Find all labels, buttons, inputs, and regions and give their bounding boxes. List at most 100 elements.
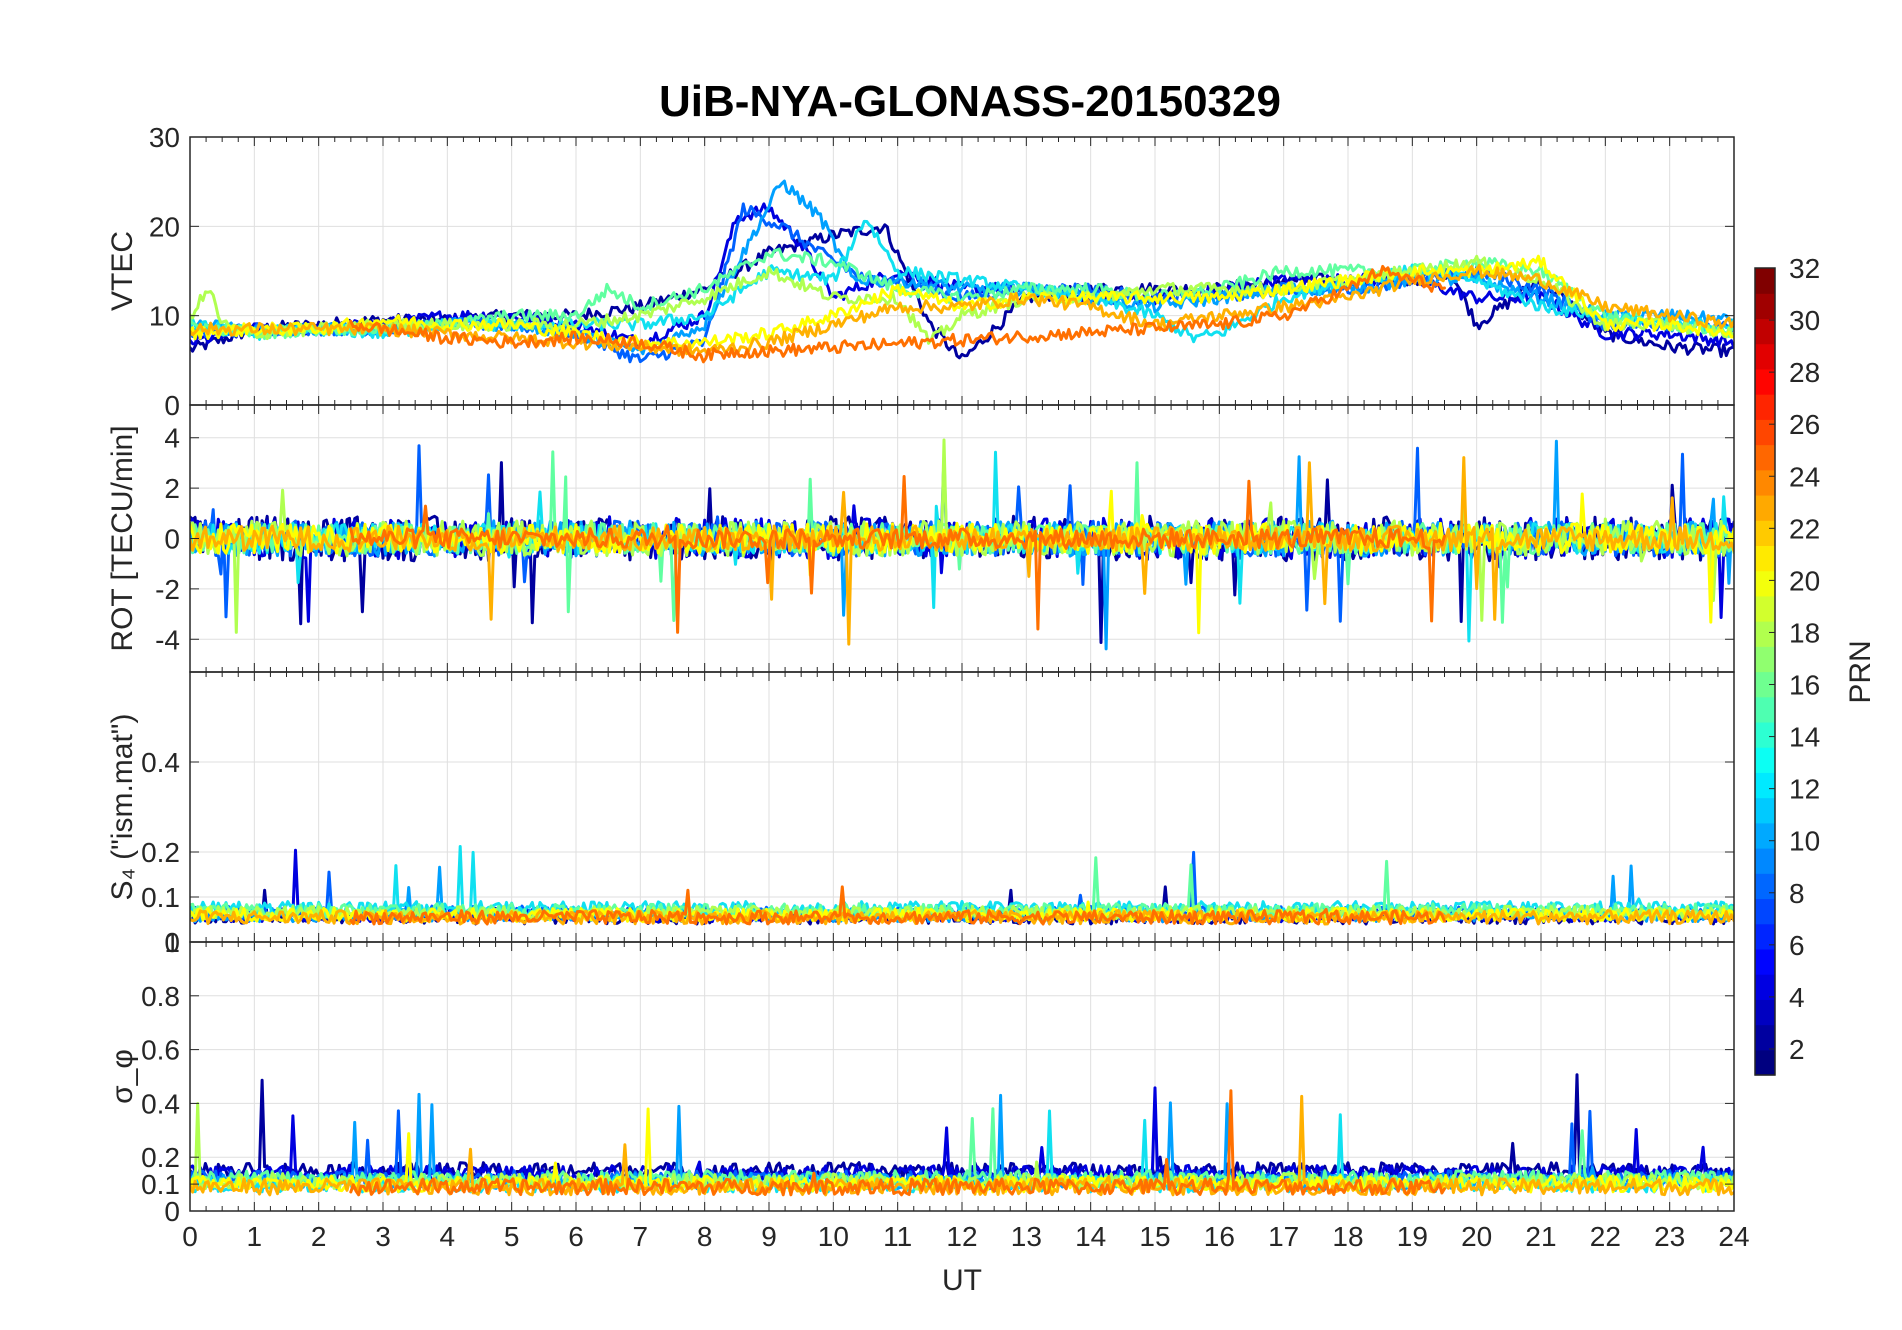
colorbar-segment	[1755, 293, 1775, 320]
colorbar-segment	[1755, 444, 1775, 471]
colorbar-segment	[1755, 671, 1775, 698]
chart-title: UiB-NYA-GLONASS-20150329	[659, 77, 1281, 126]
colorbar-segment	[1755, 570, 1775, 597]
x-tick-label: 1	[247, 1221, 263, 1252]
colorbar-segment	[1755, 1049, 1775, 1076]
colorbar-segment	[1755, 469, 1775, 496]
series-prn-22	[190, 456, 1734, 646]
y-tick-label: 0.4	[141, 747, 180, 778]
colorbar-segment	[1755, 419, 1775, 446]
colorbar-segment	[1755, 318, 1775, 345]
series-prn-20	[190, 489, 1734, 635]
colorbar-segment	[1755, 545, 1775, 572]
y-tick-label: 0	[164, 390, 180, 421]
x-tick-label: 4	[440, 1221, 456, 1252]
y-tick-label: 10	[149, 301, 180, 332]
colorbar-segment	[1755, 595, 1775, 622]
x-tick-label: 22	[1590, 1221, 1621, 1252]
x-tick-label: 3	[375, 1221, 391, 1252]
y-tick-label: 20	[149, 211, 180, 242]
x-tick-label: 14	[1075, 1221, 1106, 1252]
y-tick-label: 2	[164, 473, 180, 504]
x-tick-label: 8	[697, 1221, 713, 1252]
colorbar-segment	[1755, 646, 1775, 673]
colorbar-segment	[1755, 772, 1775, 799]
colorbar-segment	[1755, 621, 1775, 647]
colorbar-segment	[1755, 721, 1775, 748]
colorbar-tick-label: 30	[1789, 305, 1820, 336]
panel-sigphi: 00.10.20.40.60.81σ_φ	[106, 927, 1735, 1227]
y-tick-label: -4	[155, 624, 180, 655]
colorbar-segment	[1755, 394, 1775, 420]
x-tick-label: 13	[1011, 1221, 1042, 1252]
x-tick-label: 10	[818, 1221, 849, 1252]
y-tick-label: 0	[164, 1196, 180, 1227]
y-tick-label: 0.2	[141, 1142, 180, 1173]
colorbar-segment	[1755, 343, 1775, 370]
x-tick-label: 20	[1461, 1221, 1492, 1252]
colorbar-segment	[1755, 848, 1775, 874]
colorbar-tick-label: 4	[1789, 982, 1805, 1013]
series-prn-24	[349, 885, 1446, 926]
y-tick-label: 0.1	[141, 1169, 180, 1200]
colorbar-segment	[1755, 494, 1775, 521]
y-tick-label: 0.1	[141, 882, 180, 913]
colorbar-label: PRN	[1844, 640, 1877, 703]
y-tick-label: 0	[164, 524, 180, 555]
colorbar-segment	[1755, 822, 1775, 849]
colorbar-tick-label: 14	[1789, 722, 1820, 753]
x-axis-label: UT	[942, 1264, 982, 1297]
colorbar-segment	[1755, 797, 1775, 824]
colorbar-segment	[1755, 747, 1775, 773]
series-group-vtec	[190, 179, 1734, 364]
colorbar-segment	[1755, 1024, 1775, 1051]
series-prn-22	[190, 263, 1734, 357]
colorbar-tick-label: 24	[1789, 461, 1820, 492]
x-tick-label: 18	[1332, 1221, 1363, 1252]
x-tick-label: 5	[504, 1221, 520, 1252]
x-tick-label: 0	[182, 1221, 198, 1252]
x-tick-label: 15	[1139, 1221, 1170, 1252]
colorbar-segment	[1755, 368, 1775, 395]
x-tick-label: 9	[761, 1221, 777, 1252]
series-prn-24	[349, 264, 1446, 364]
y-axis-label-rot: ROT [TECU/min]	[106, 425, 139, 651]
colorbar-segment	[1755, 898, 1775, 925]
x-tick-label: 24	[1718, 1221, 1749, 1252]
x-tick-label: 7	[633, 1221, 649, 1252]
colorbar-tick-label: 2	[1789, 1034, 1805, 1065]
colorbar-segment	[1755, 873, 1775, 900]
colorbar-tick-label: 32	[1789, 253, 1820, 284]
y-tick-label: 0	[164, 927, 180, 958]
y-tick-label: 0.6	[141, 1035, 180, 1066]
colorbar-segment	[1755, 923, 1775, 950]
colorbar-tick-label: 18	[1789, 617, 1820, 648]
y-tick-label: 30	[149, 122, 180, 153]
colorbar-segment	[1755, 520, 1775, 547]
colorbar-segment	[1755, 268, 1775, 294]
x-tick-label: 2	[311, 1221, 327, 1252]
colorbar-frame	[1754, 267, 1776, 1076]
x-tick-label: 16	[1204, 1221, 1235, 1252]
x-tick-label: 23	[1654, 1221, 1685, 1252]
series-prn-24	[349, 1089, 1446, 1197]
colorbar-segment	[1755, 948, 1775, 975]
x-axis: 0 1 2 3 4 5 6 7 8 9 10 11 12 13 14 15 16 17 18 19 20 21 22 23 24…	[182, 1221, 1749, 1297]
y-axis-label-sigphi: σ_φ	[106, 1049, 139, 1104]
panel-rot: -4 -2 0 2 4 ROT [TECU/min]	[106, 404, 1735, 673]
colorbar-tick-label: 22	[1789, 513, 1820, 544]
y-tick-label: 0.2	[141, 837, 180, 868]
colorbar-segment	[1755, 999, 1775, 1026]
colorbar-tick-label: 16	[1789, 670, 1820, 701]
series-group-s4	[190, 845, 1734, 926]
x-tick-label: 21	[1525, 1221, 1556, 1252]
colorbar-tick-label: 20	[1789, 565, 1820, 596]
y-tick-label: 0.4	[141, 1088, 180, 1119]
y-tick-label: 4	[164, 423, 180, 454]
series-group-rot	[190, 438, 1734, 651]
x-tick-label: 17	[1268, 1221, 1299, 1252]
x-tick-label: 12	[946, 1221, 977, 1252]
